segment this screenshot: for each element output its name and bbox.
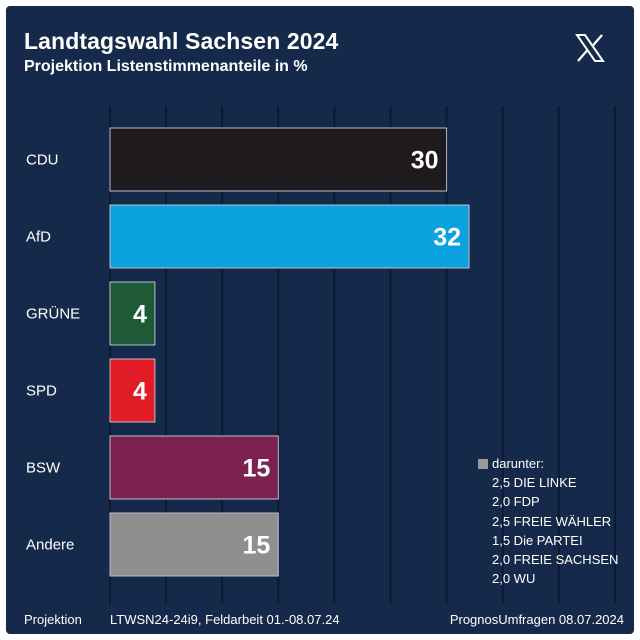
bar-afd xyxy=(109,204,470,269)
category-label: SPD xyxy=(26,383,57,400)
footer-source: PrognosUmfragen 08.07.2024 xyxy=(449,612,624,627)
value-label: 4 xyxy=(133,378,147,406)
bar-spd xyxy=(109,358,156,423)
chart-title: Landtagswahl Sachsen 2024 xyxy=(24,28,339,54)
bar-chart: CDU 30 AfD 32 GRÜNE 4 SPD 4 BSW 15 Andere 15 xyxy=(26,106,616,604)
value-label: 15 xyxy=(242,455,270,483)
breakdown-item: 2,0 FREIE SACHSEN xyxy=(492,552,619,568)
bar-andere xyxy=(109,512,279,577)
category-label: GRÜNE xyxy=(26,305,80,323)
category-label: AfD xyxy=(26,229,51,246)
value-label: 15 xyxy=(242,532,270,560)
category-label: BSW xyxy=(26,460,61,477)
footer: Projektion LTWSN24-24i9, Feldarbeit 01.-… xyxy=(6,610,634,634)
chart-subtitle: Projektion Listenstimmenanteile in % xyxy=(24,58,308,75)
bar-cdu xyxy=(109,127,448,192)
breakdown-item: 1,5 Die PARTEI xyxy=(492,532,583,548)
value-label: 32 xyxy=(433,224,461,252)
value-label: 30 xyxy=(411,147,439,175)
category-label: Andere xyxy=(26,537,74,554)
category-label: CDU xyxy=(26,152,59,169)
bar-grüne xyxy=(109,281,156,346)
chart-card: CDU 30 AfD 32 GRÜNE 4 SPD 4 BSW 15 Andere 15 Landta… xyxy=(6,6,634,634)
footer-study: LTWSN24-24i9, Feldarbeit 01.-08.07.24 xyxy=(110,612,340,627)
bar-bsw xyxy=(109,435,279,500)
x-logo-icon[interactable] xyxy=(574,32,606,64)
legend-swatch xyxy=(478,458,488,469)
breakdown-item: 2,0 FDP xyxy=(492,494,540,510)
breakdown-item: 2,5 FREIE WÄHLER xyxy=(492,513,612,529)
breakdown-item: 2,0 WU xyxy=(492,571,536,587)
footer-label: Projektion xyxy=(24,612,82,627)
breakdown-item: 2,5 DIE LINKE xyxy=(492,475,577,491)
others-breakdown: darunter: 2,5 DIE LINKE 2,0 FDP 2,5 FREI… xyxy=(478,454,618,588)
value-label: 4 xyxy=(133,301,147,329)
breakdown-heading: darunter: xyxy=(492,456,545,471)
